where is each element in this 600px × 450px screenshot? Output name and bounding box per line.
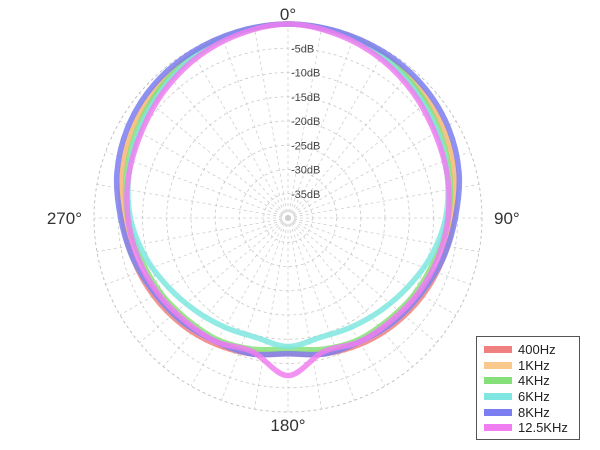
grid-spoke (287, 151, 471, 219)
legend-label: 4KHz (518, 373, 550, 389)
legend-item: 8KHz (484, 404, 579, 420)
legend-label: 400Hz (518, 342, 556, 358)
grid-spoke (287, 217, 355, 401)
grid-spoke (287, 35, 355, 219)
grid-spoke (287, 120, 457, 219)
radial-axis-labels: -5dB -10dB -15dB -20dB -25dB -30dB -35dB (291, 43, 320, 201)
grid-ring (239, 169, 337, 267)
grid-ring (190, 120, 386, 316)
legend-label: 6KHz (518, 389, 550, 405)
grid-spoke (287, 217, 480, 253)
legend-swatch (484, 361, 512, 369)
grid-ring (166, 96, 410, 340)
angle-label-0: 0° (280, 5, 296, 24)
legend-label: 12.5KHz (518, 420, 568, 436)
angle-label-270: 270° (47, 209, 82, 228)
legend-swatch (484, 408, 512, 416)
legend-item: 400Hz (484, 342, 579, 358)
grid-spoke (190, 49, 289, 219)
radial-tick-label: -25dB (291, 140, 320, 152)
legend-swatch (484, 346, 512, 354)
grid-spoke (96, 183, 289, 219)
series-line-12-5khz (124, 21, 452, 379)
legend-swatch (484, 424, 512, 432)
radial-tick-label: -30dB (291, 165, 320, 177)
radial-tick-label: -10dB (291, 68, 320, 80)
legend-label: 8KHz (518, 404, 550, 420)
radial-tick-label: -20dB (291, 116, 320, 128)
legend-item: 1KHz (484, 358, 579, 374)
grid-spoke (287, 26, 323, 219)
grid-spoke (287, 49, 386, 219)
grid-spoke (287, 217, 386, 387)
grid-spoke (190, 217, 289, 387)
series-line-8khz (113, 21, 463, 358)
grid-spoke (139, 92, 289, 219)
grid-spoke (287, 217, 323, 410)
angle-label-90: 90° (494, 209, 520, 228)
grid-spoke (162, 217, 289, 367)
legend-swatch (484, 393, 512, 401)
radial-tick-label: -15dB (291, 92, 320, 104)
angle-label-180: 180° (270, 416, 305, 435)
legend-item: 12.5KHz (484, 420, 579, 436)
grid-ring (142, 72, 434, 364)
grid-spoke (162, 69, 289, 219)
legend: 400Hz 1KHz 4KHz 6KHz 8KHz 12.5KHz (476, 336, 580, 440)
radial-tick-label: -35dB (291, 189, 320, 201)
angular-axis-labels: 0° 90° 180° 270° (47, 5, 520, 435)
legend-swatch (484, 377, 512, 385)
radial-tick-label: -5dB (291, 43, 314, 55)
grid-ring (214, 144, 362, 292)
series-layer (113, 21, 463, 379)
legend-label: 1KHz (518, 357, 550, 373)
grid-spoke (287, 183, 480, 219)
grid-ring (263, 193, 313, 243)
grid-spoke (287, 217, 471, 285)
legend-item: 6KHz (484, 389, 579, 405)
grid-spoke (96, 217, 289, 253)
legend-item: 4KHz (484, 373, 579, 389)
